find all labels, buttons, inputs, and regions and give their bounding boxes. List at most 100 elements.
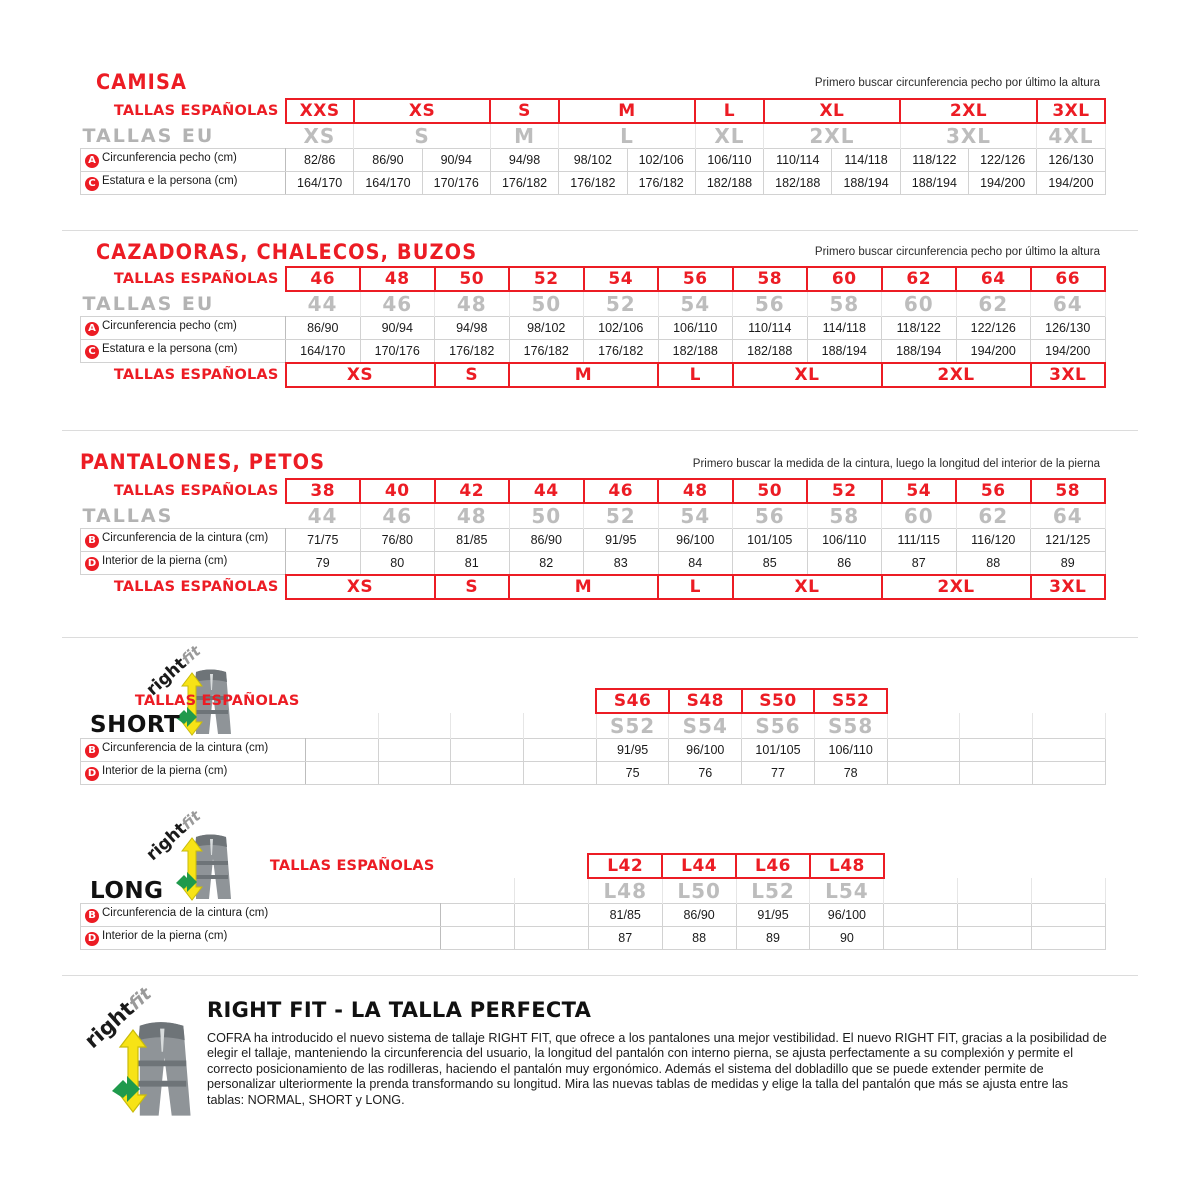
size-es-48[interactable]: 48 <box>657 478 734 504</box>
header-row-es-bottom: TALLAS ESPAÑOLAS XS S M L XL 2XL 3XL <box>81 573 1106 600</box>
size-es-L[interactable]: L <box>694 98 765 124</box>
size-es-M[interactable]: M <box>557 98 697 124</box>
size-es-50[interactable]: 50 <box>433 266 510 292</box>
size-es-62[interactable]: 62 <box>880 266 957 292</box>
badge-d-icon: D <box>85 767 99 781</box>
size-es-bottom-S[interactable]: S <box>433 361 510 388</box>
size-eu-4XL: 4XL <box>1036 123 1106 149</box>
size-es-42[interactable]: 42 <box>433 478 510 504</box>
size-es-bottom-XL[interactable]: XL <box>731 573 883 600</box>
height-value: 176/182 <box>558 171 628 195</box>
empty-value <box>1031 738 1106 762</box>
size-es-56[interactable]: 56 <box>657 266 734 292</box>
size-es-L44[interactable]: L44 <box>661 853 738 879</box>
cazadoras-table: TALLAS ESPAÑOLAS 46 48 50 52 54 56 58 60 62 64 66 TA… <box>80 266 1106 388</box>
measure-2-value: 81 <box>434 551 510 575</box>
size-es-54[interactable]: 54 <box>880 478 957 504</box>
long-table: TALLAS ESPAÑOLAS L42 L44 L46 L48 L48 L50 L52 L54… <box>80 853 1107 950</box>
chest-value: 90/94 <box>421 148 491 172</box>
size-es-S[interactable]: S <box>489 98 560 124</box>
size-es-52[interactable]: 52 <box>806 478 883 504</box>
camisa-title-row: CAMISA <box>96 70 195 94</box>
short-title: SHORT <box>90 712 181 738</box>
size-es-bottom-XL[interactable]: XL <box>731 361 883 388</box>
empty-value <box>1031 761 1106 785</box>
measure-2-value: 194/200 <box>955 339 1031 363</box>
badge-c-icon: C <box>85 177 99 191</box>
size-es-40[interactable]: 40 <box>359 478 436 504</box>
size-es-bottom-XS[interactable]: XS <box>284 573 436 600</box>
size-es-XL[interactable]: XL <box>762 98 902 124</box>
measure-2-value: 182/188 <box>657 339 733 363</box>
size-es-bottom-M[interactable]: M <box>508 573 659 600</box>
size-es-60[interactable]: 60 <box>806 266 883 292</box>
size-es-S46[interactable]: S46 <box>595 688 670 714</box>
size-es-L48[interactable]: L48 <box>808 853 885 879</box>
size-es-52[interactable]: 52 <box>508 266 585 292</box>
size-es-46[interactable]: 46 <box>284 266 361 292</box>
empty-value <box>886 738 961 762</box>
size-es-66[interactable]: 66 <box>1029 266 1106 292</box>
size-es-46[interactable]: 46 <box>582 478 659 504</box>
height-value: 176/182 <box>626 171 696 195</box>
measure-2-value: 188/194 <box>881 339 957 363</box>
label-measure-1: B Circunferencia de la cintura (cm) <box>80 528 286 552</box>
size-es-50[interactable]: 50 <box>731 478 808 504</box>
header-row-es: TALLAS ESPAÑOLAS XXS XS S M L XL 2XL 3XL <box>81 98 1107 124</box>
trousers-arrow-icon <box>176 834 231 901</box>
waist-value: 96/100 <box>668 738 743 762</box>
long-logo: rightfit <box>143 807 256 909</box>
size-es-XXS[interactable]: XXS <box>284 98 355 124</box>
size-es-S52[interactable]: S52 <box>813 688 888 714</box>
chest-value: 86/90 <box>353 148 423 172</box>
size-eu-S56: S56 <box>741 713 815 739</box>
measure-2-value: 182/188 <box>732 339 808 363</box>
height-value: 182/188 <box>763 171 833 195</box>
size-eu-64: 64 <box>1030 503 1106 529</box>
blank-cell <box>957 854 1032 878</box>
empty-value <box>957 926 1033 950</box>
size-es-bottom-XS[interactable]: XS <box>284 361 436 388</box>
size-es-48[interactable]: 48 <box>359 266 436 292</box>
label-eu-empty <box>81 713 306 739</box>
size-es-bottom-S[interactable]: S <box>433 573 510 600</box>
size-es-L42[interactable]: L42 <box>587 853 664 879</box>
measure-label-text: Estatura e la persona (cm) <box>102 343 238 355</box>
size-es-XS[interactable]: XS <box>352 98 492 124</box>
size-es-38[interactable]: 38 <box>284 478 361 504</box>
size-es-3XL[interactable]: 3XL <box>1035 98 1107 124</box>
size-es-L46[interactable]: L46 <box>735 853 811 879</box>
size-eu-L52: L52 <box>736 878 811 904</box>
label-tallas-eu: TALLAS <box>82 504 174 527</box>
size-es-bottom-L[interactable]: L <box>657 573 734 600</box>
size-es-58[interactable]: 58 <box>731 266 808 292</box>
label-chest: A Circunferencia pecho (cm) <box>80 148 286 172</box>
size-es-S48[interactable]: S48 <box>667 688 743 714</box>
measure-1-value: 111/115 <box>881 528 957 552</box>
size-es-bottom-2XL[interactable]: 2XL <box>880 573 1032 600</box>
size-es-bottom-3XL[interactable]: 3XL <box>1029 573 1106 600</box>
empty-value <box>377 761 452 785</box>
size-es-bottom-2XL[interactable]: 2XL <box>880 361 1032 388</box>
measure-1-value: 90/94 <box>359 316 435 340</box>
size-es-bottom-M[interactable]: M <box>508 361 659 388</box>
size-eu-S54: S54 <box>668 713 743 739</box>
inseam-value: 87 <box>587 926 663 950</box>
size-es-bottom-L[interactable]: L <box>657 361 734 388</box>
size-es-S50[interactable]: S50 <box>740 688 816 714</box>
trousers-arrow-icon <box>112 1022 191 1116</box>
size-es-2XL[interactable]: 2XL <box>899 98 1038 124</box>
size-es-bottom-3XL[interactable]: 3XL <box>1029 361 1106 388</box>
header-row-es-bottom: TALLAS ESPAÑOLAS XS S M L XL 2XL 3XL <box>81 361 1106 388</box>
size-es-44[interactable]: 44 <box>508 478 585 504</box>
size-es-54[interactable]: 54 <box>582 266 659 292</box>
size-es-58[interactable]: 58 <box>1029 478 1106 504</box>
size-eu-62: 62 <box>956 291 1031 317</box>
header-row-eu: S52 S54 S56 S58 <box>81 713 1106 739</box>
size-es-64[interactable]: 64 <box>955 266 1032 292</box>
size-es-56[interactable]: 56 <box>955 478 1032 504</box>
empty-value <box>1031 903 1107 927</box>
size-eu-XL: XL <box>695 123 765 149</box>
header-row-es: TALLAS ESPAÑOLAS S46 S48 S50 S52 <box>81 688 1106 714</box>
